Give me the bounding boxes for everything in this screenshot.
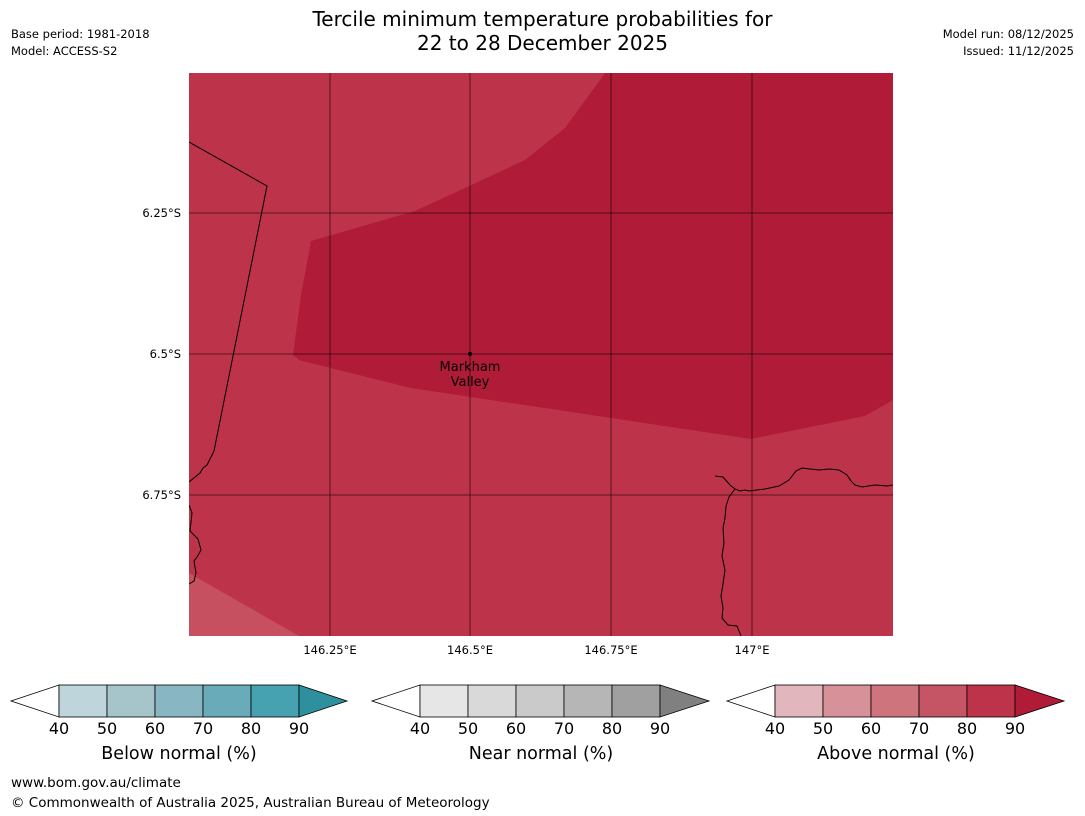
colorbar-cell [563,684,613,718]
title-line-1: Tercile minimum temperature probabilitie… [312,7,773,31]
colorbar-above-high-cap [1014,684,1066,718]
model-name: Model: ACCESS-S2 [11,44,118,58]
colorbar-below [9,684,349,718]
colorbar-above [725,684,1066,718]
colorbar-cell [515,684,565,718]
title-line-2: 22 to 28 December 2025 [416,31,668,55]
legend-near-normal [370,684,711,718]
colorbar-cell [611,684,661,718]
tick-label: 90 [1004,719,1026,738]
tick-label: 60 [860,719,882,738]
colorbar-cell [419,684,469,718]
footer-copyright: © Commonwealth of Australia 2025, Austra… [11,795,490,811]
region-above-70 [189,573,299,636]
colorbar-cell [58,684,108,718]
tick-label: 40 [764,719,786,738]
colorbar-cell [918,684,968,718]
footer-url[interactable]: www.bom.gov.au/climate [11,775,181,791]
place-name-line-2: Valley [450,375,490,390]
tick-label: 50 [96,719,118,738]
tick-label: 90 [649,719,671,738]
graticule [189,73,893,636]
tick-label: 80 [601,719,623,738]
tick-label: 50 [457,719,479,738]
colorbar-cell [202,684,252,718]
colorbar-cell [106,684,156,718]
tick-label: 40 [409,719,431,738]
colorbar-above-low-cap [725,684,776,718]
legend-title-below: Below normal (%) [101,744,257,764]
tick-label: 50 [812,719,834,738]
lat-label-6-5: 6.5°S [149,347,181,361]
lon-label-146-25: 146.25°E [303,643,357,657]
map-canvas [189,73,893,636]
chart-title: Tercile minimum temperature probabilitie… [0,7,1085,55]
colorbar-below-low-cap [9,684,60,718]
tick-label: 80 [240,719,262,738]
colorbar-cell [154,684,204,718]
colorbar-cell [250,684,300,718]
colorbar-near-high-cap [659,684,711,718]
legend-above-normal [725,684,1066,718]
tick-label: 80 [956,719,978,738]
tick-label: 70 [192,719,214,738]
colorbar-below-high-cap [298,684,349,718]
colorbar-cell [822,684,872,718]
tick-label: 70 [908,719,930,738]
tick-label: 60 [505,719,527,738]
model-run: Model run: 08/12/2025 [942,27,1074,41]
region-above-90 [293,73,893,439]
place-label: Markham Valley [420,360,520,390]
coastline-west [189,504,202,585]
legend-title-near: Near normal (%) [468,744,614,764]
issued-date: Issued: 11/12/2025 [963,44,1074,58]
province-border [189,141,268,483]
place-name-line-1: Markham [439,360,501,375]
tick-label: 60 [144,719,166,738]
lon-label-146-5: 146.5°E [447,643,493,657]
legend-below-normal [9,684,349,718]
coastline-river [720,488,742,636]
colorbar-cell [870,684,920,718]
colorbar-cell [966,684,1016,718]
colorbar-near-low-cap [370,684,421,718]
lon-label-147: 147°E [734,643,770,657]
place-marker [468,352,472,356]
tick-label: 90 [288,719,310,738]
tick-label: 70 [553,719,575,738]
colorbar-cell [774,684,824,718]
boundaries [189,141,893,636]
colorbar-near [370,684,711,718]
base-period: Base period: 1981-2018 [11,27,150,41]
legend-title-above: Above normal (%) [817,744,975,764]
tick-label: 40 [48,719,70,738]
coastline-gulf [714,467,893,492]
lat-label-6-25: 6.25°S [142,206,181,220]
lat-label-6-75: 6.75°S [142,488,181,502]
meta-left: Base period: 1981-2018 Model: ACCESS-S2 [11,26,150,60]
meta-right: Model run: 08/12/2025 Issued: 11/12/2025 [943,26,1074,60]
colorbar-cell [467,684,517,718]
lon-label-146-75: 146.75°E [584,643,638,657]
probability-map [189,73,893,636]
